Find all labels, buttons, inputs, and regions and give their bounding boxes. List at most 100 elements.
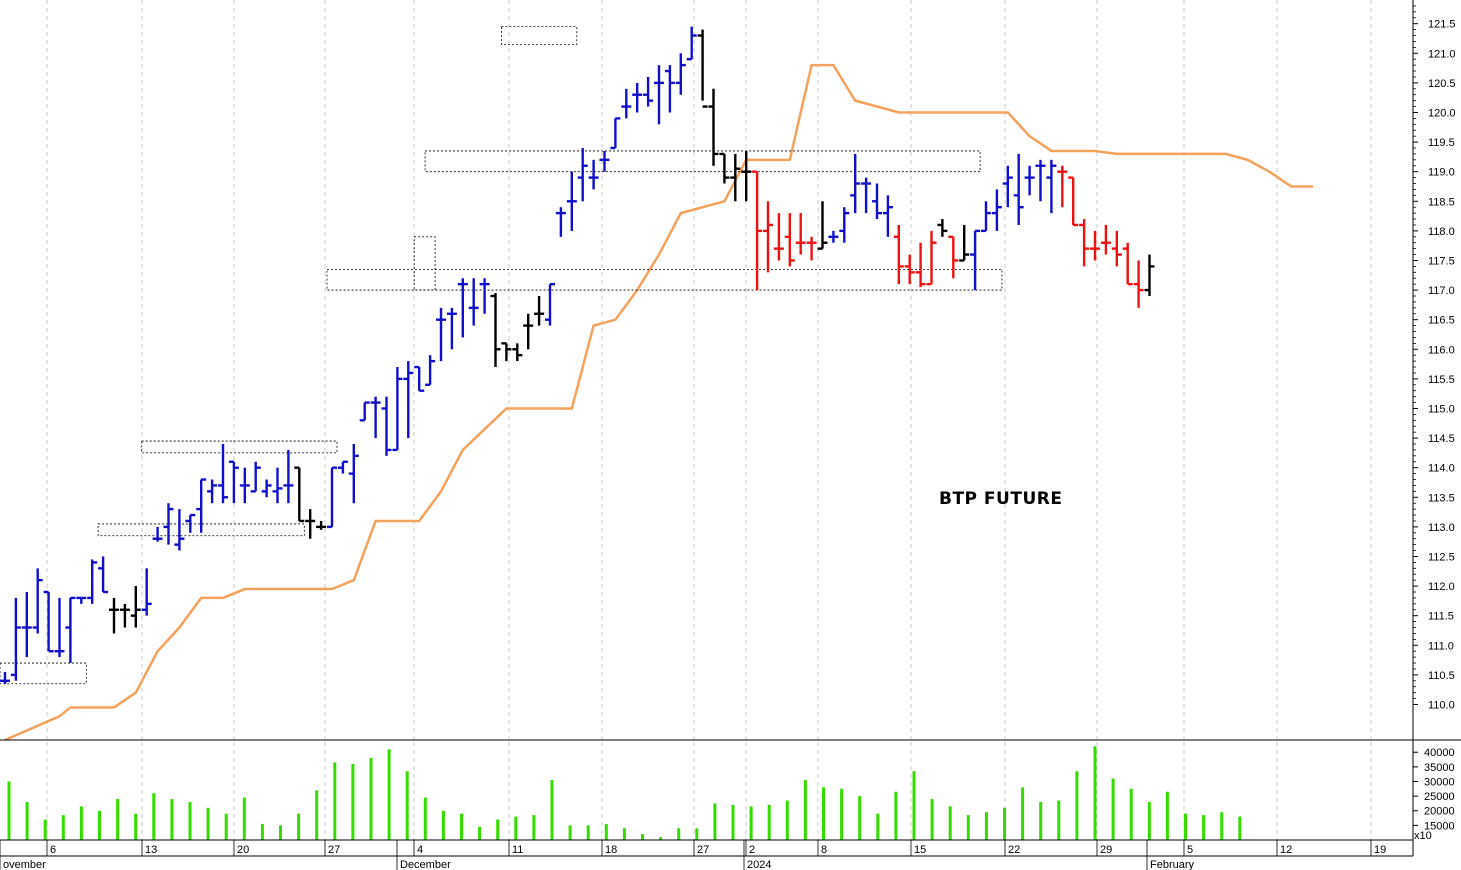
price-tick-label: 114.0	[1428, 463, 1455, 475]
volume-bar	[79, 806, 83, 840]
ohlc-bar	[130, 586, 141, 628]
ohlc-bar	[250, 461, 261, 493]
ohlc-bar	[555, 207, 566, 237]
price-tick-label: 110.5	[1428, 670, 1455, 682]
ohlc-bar	[773, 213, 784, 261]
ohlc-bar	[719, 152, 730, 184]
volume-bar	[731, 804, 735, 840]
ohlc-bar	[87, 559, 98, 604]
volume-bar	[713, 803, 717, 840]
volume-bar	[1039, 801, 1043, 840]
price-tick-label: 113.5	[1428, 492, 1455, 504]
time-tick-label: 22	[1008, 844, 1020, 856]
ohlc-bar	[763, 201, 773, 273]
ohlc-bar	[65, 596, 76, 664]
ohlc-bar	[610, 117, 621, 150]
volume-bar	[61, 815, 65, 840]
ohlc-bar	[403, 361, 414, 439]
volume-bar	[876, 813, 880, 840]
ohlc-bar	[654, 65, 664, 125]
ohlc-bar	[523, 313, 534, 350]
ohlc-bar	[457, 278, 468, 338]
price-tick-label: 111.0	[1428, 640, 1454, 652]
volume-bar	[1165, 791, 1169, 840]
time-tick-label: 2	[749, 844, 755, 856]
volume-bar	[7, 781, 11, 840]
volume-bar	[966, 815, 970, 840]
ohlc-bar	[327, 466, 337, 529]
ohlc-bar	[915, 242, 926, 288]
range-box	[97, 523, 305, 537]
ohlc-bar	[817, 201, 828, 250]
volume-bar	[785, 800, 789, 840]
time-tick-label: 20	[237, 844, 249, 856]
volume-bar	[496, 819, 500, 840]
volume-bar	[188, 801, 192, 840]
volume-bar	[858, 796, 862, 840]
ohlc-bar	[697, 29, 708, 108]
ohlc-bar	[839, 207, 850, 243]
time-tick-label: 29	[1100, 844, 1112, 856]
ohlc-bar	[1090, 230, 1100, 261]
price-tick-label: 120.0	[1428, 107, 1456, 119]
range-box	[0, 662, 87, 685]
time-tick-label: 5	[1187, 844, 1193, 856]
time-tick-label: 4	[417, 844, 423, 856]
price-tick-label: 120.5	[1428, 78, 1456, 90]
ohlc-bar	[1111, 230, 1122, 267]
ohlc-bar	[1079, 219, 1090, 267]
ohlc-bar	[784, 213, 795, 267]
ohlc-bar	[1068, 176, 1079, 227]
volume-bar	[1021, 787, 1025, 840]
ohlc-bar	[239, 467, 250, 504]
ohlc-bar	[174, 509, 185, 551]
price-tick-label: 119.5	[1428, 137, 1455, 149]
volume-bar	[242, 797, 246, 840]
ohlc-bar	[752, 170, 763, 291]
range-boxes	[0, 26, 1003, 685]
price-tick-label: 116.0	[1428, 344, 1455, 356]
volume-bar	[279, 825, 282, 840]
time-tick-label: 11	[512, 844, 523, 856]
price-tick-label: 119.0	[1428, 167, 1455, 179]
grid	[46, 0, 1372, 840]
volume-bar	[260, 823, 264, 840]
volume-bar	[25, 801, 29, 840]
volume-bar	[152, 793, 156, 840]
price-tick-label: 111.5	[1428, 611, 1454, 623]
volume-bar	[532, 815, 536, 840]
volume-bar	[224, 813, 228, 840]
price-tick-label: 121.0	[1428, 48, 1456, 60]
ohlc-bar	[882, 195, 893, 237]
range-box	[424, 150, 981, 173]
ohlc-bar	[381, 396, 392, 456]
volume-bar	[840, 788, 844, 840]
volume-bar	[333, 762, 337, 840]
ohlc-bar	[316, 520, 327, 530]
volume-bar	[478, 826, 482, 840]
ohlc-bar	[0, 671, 10, 684]
ohlc-bar	[1057, 165, 1068, 208]
volume-bar	[749, 806, 753, 840]
range-box	[141, 440, 338, 454]
ohlc-bar	[414, 365, 425, 392]
price-tick-label: 121.5	[1428, 19, 1456, 31]
volume-bar	[134, 813, 138, 840]
ohlc-bar	[119, 603, 130, 628]
ohlc-bar	[261, 479, 272, 498]
ohlc-bar	[577, 148, 588, 202]
volume-tick-label: 25000	[1424, 791, 1455, 803]
volume-bar	[369, 758, 373, 840]
volume-bar	[423, 797, 427, 840]
ohlc-bar	[21, 592, 32, 658]
volume-tick-label: 20000	[1424, 806, 1455, 818]
ohlc-bar	[959, 224, 970, 262]
ohlc-bar	[163, 503, 174, 545]
time-tick-label: 12	[1280, 844, 1292, 856]
ohlc-bar	[370, 396, 381, 439]
ohlc-bar	[806, 236, 817, 261]
ohlc-bar	[436, 307, 446, 362]
ohlc-bar	[32, 568, 43, 634]
ohlc-bar	[294, 466, 305, 523]
